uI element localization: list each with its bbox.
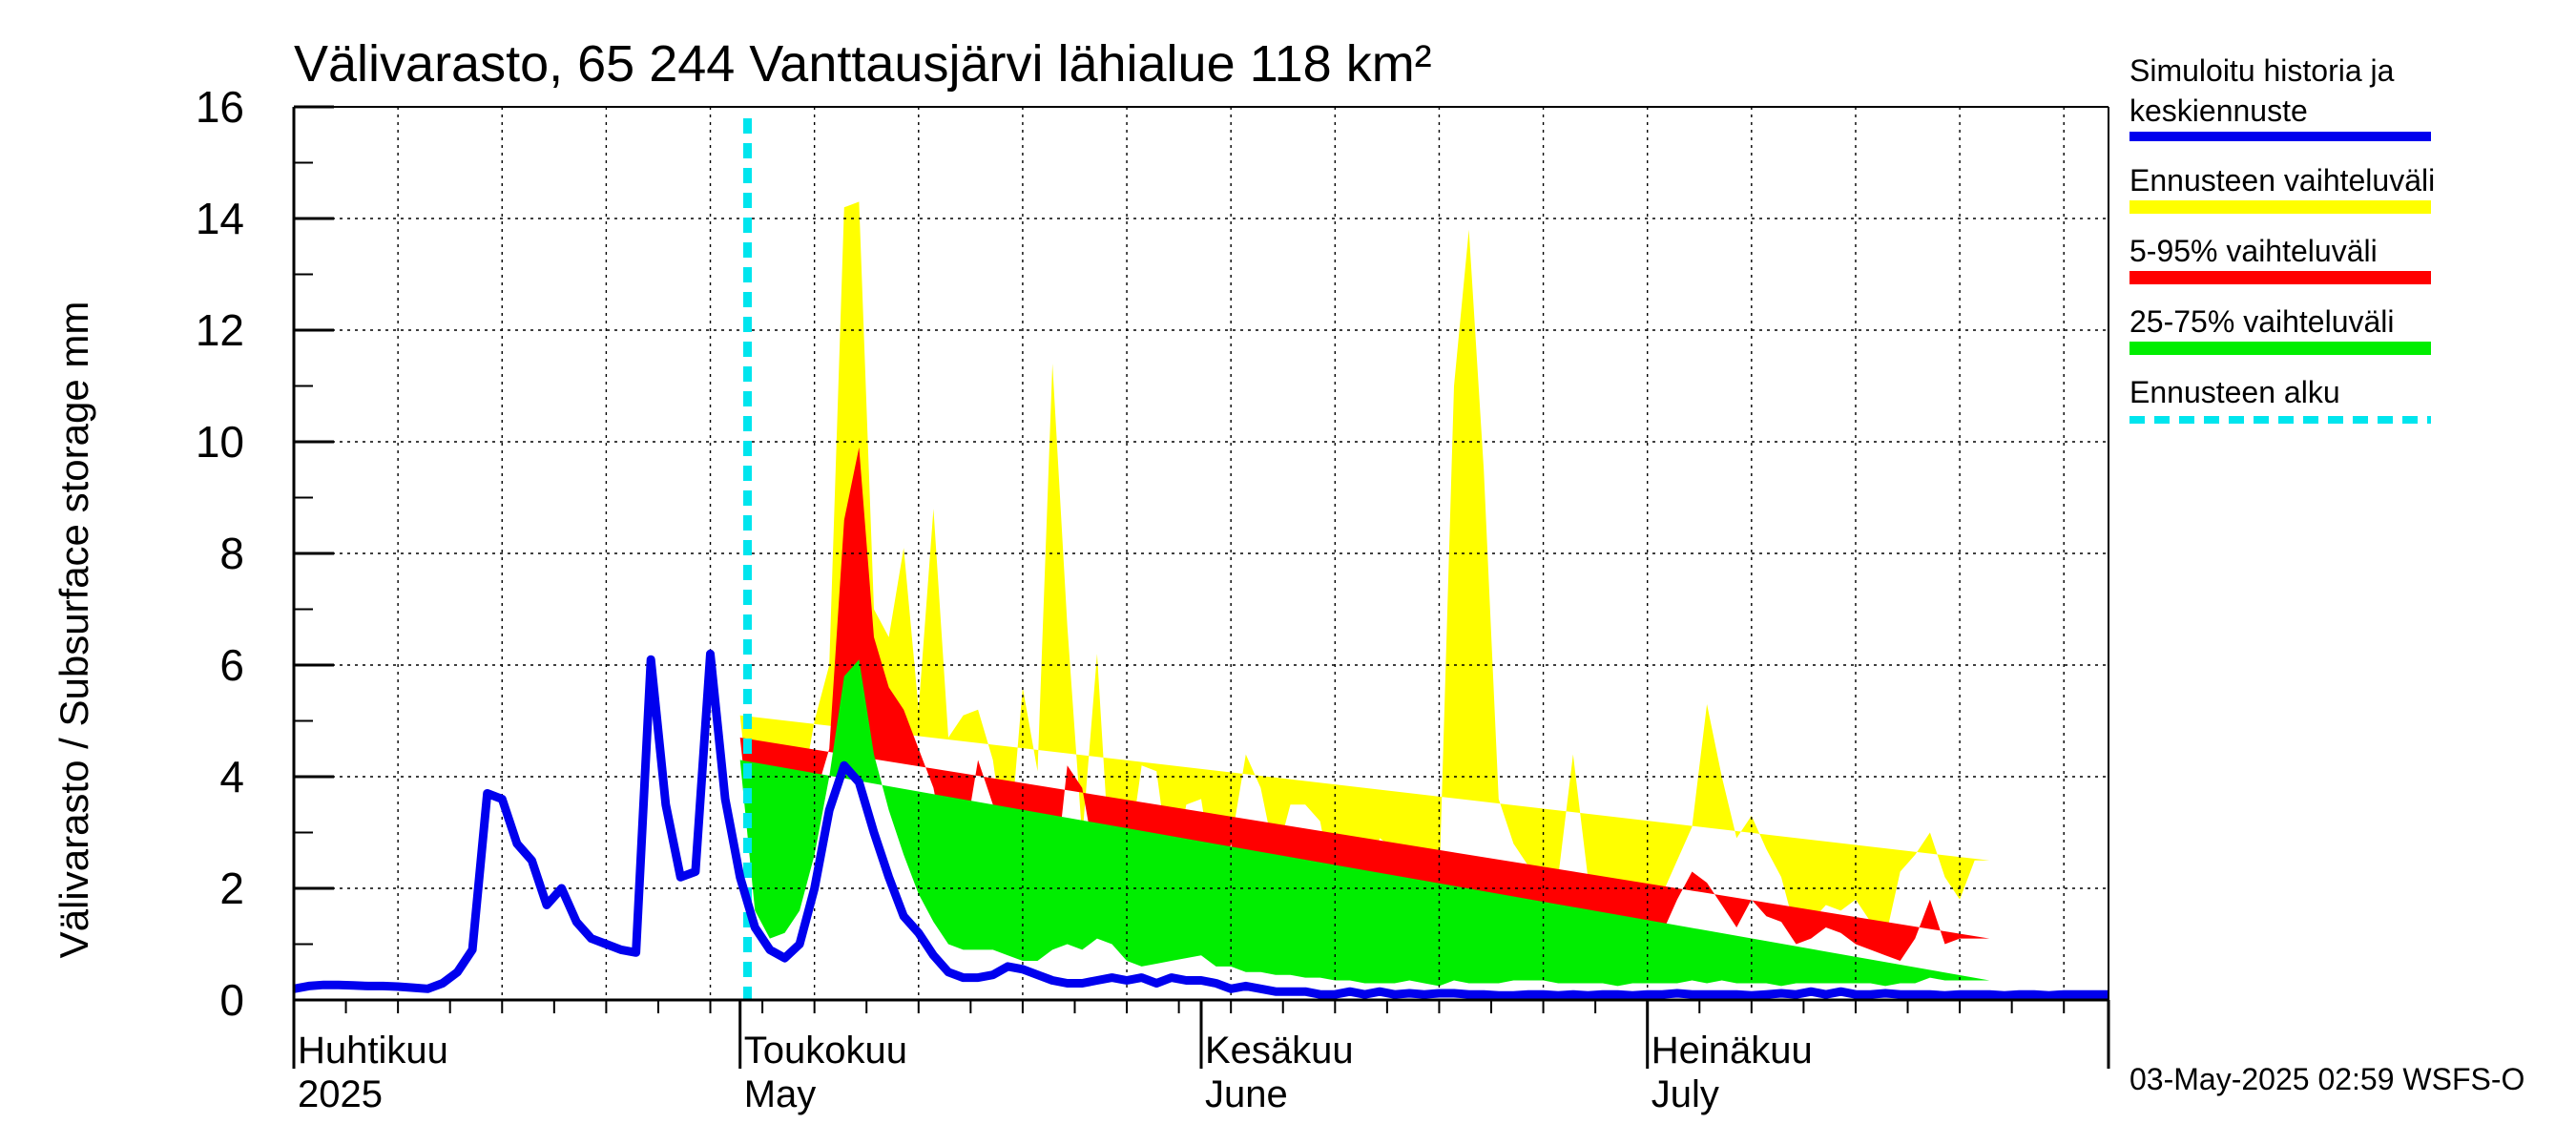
series-simulated-line <box>293 649 2109 1000</box>
x-month-label-fi: Heinäkuu <box>1652 1030 1813 1072</box>
x-month-label-fi: Huhtikuu <box>298 1030 448 1072</box>
x-month-label-en: July <box>1652 1073 1719 1115</box>
x-month-label-en: May <box>744 1073 817 1115</box>
y-tick-label: 12 <box>196 305 244 355</box>
legend-label-range: Ennusteen vaihteluväli <box>2129 163 2435 198</box>
band-forecast-range <box>739 201 1990 939</box>
legend-label-simulated-2: keskiennuste <box>2129 94 2308 128</box>
x-month-label-fi: Kesäkuu <box>1205 1030 1354 1072</box>
x-month-label-fi: Toukokuu <box>744 1030 907 1072</box>
footer-timestamp: 03-May-2025 02:59 WSFS-O <box>2129 1062 2524 1096</box>
y-axis-label: Välivarasto / Subsurface storage mm <box>52 302 96 959</box>
legend-label-25-75: 25-75% vaihteluväli <box>2129 304 2395 339</box>
legend-label-forecast-start: Ennusteen alku <box>2129 375 2340 409</box>
plot-area <box>293 107 2109 1000</box>
y-tick-label: 0 <box>219 975 244 1025</box>
legend-label-5-95: 5-95% vaihteluväli <box>2129 234 2378 268</box>
y-tick-label: 10 <box>196 417 244 467</box>
legend: Simuloitu historia ja keskiennuste Ennus… <box>2129 53 2435 424</box>
y-tick-label: 4 <box>219 752 244 802</box>
x-month-label-en: June <box>1205 1073 1288 1115</box>
y-tick-label: 14 <box>196 194 244 243</box>
y-tick-label: 2 <box>219 864 244 913</box>
x-month-label-en: 2025 <box>298 1073 383 1115</box>
chart-title: Välivarasto, 65 244 Vanttausjärvi lähial… <box>294 35 1432 93</box>
band-25-75 <box>739 659 1990 987</box>
legend-label-simulated: Simuloitu historia ja <box>2129 53 2395 88</box>
y-tick-label: 16 <box>196 82 244 132</box>
y-tick-label: 8 <box>219 529 244 578</box>
gridlines <box>294 107 2109 1000</box>
y-tick-label: 6 <box>219 640 244 690</box>
